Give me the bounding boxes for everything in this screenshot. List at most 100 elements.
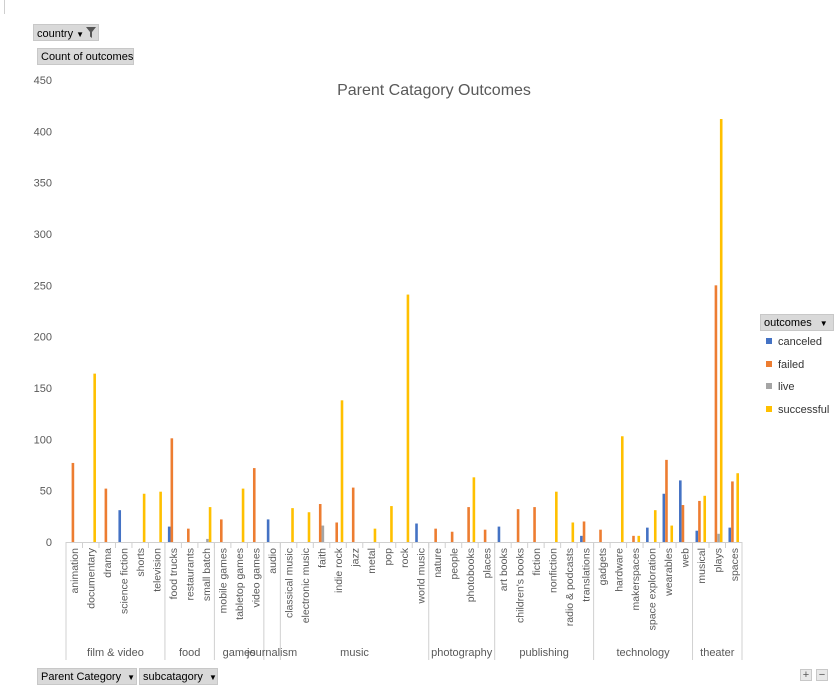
legend-label: canceled [778, 336, 823, 348]
bar-canceled [662, 493, 666, 542]
legend-item-live: live [766, 380, 795, 394]
bar-failed [698, 500, 701, 542]
x-tick-label: science fiction [119, 548, 131, 614]
y-tick-label: 200 [34, 332, 52, 344]
expand-field-button[interactable]: + [800, 669, 812, 681]
bar-failed [450, 531, 454, 542]
legend-label: successful [778, 403, 830, 416]
plus-icon: + [802, 669, 810, 681]
bar-canceled [728, 527, 732, 542]
x-tick-label: indie rock [333, 547, 345, 593]
bar-successful [307, 512, 311, 542]
bar-successful [555, 491, 558, 542]
country-filter-button[interactable]: country ▼ [33, 24, 99, 41]
x-tick-label: mobile games [218, 548, 230, 613]
filter-funnel-icon [86, 27, 96, 42]
x-tick-label: space exploration [646, 548, 658, 630]
bar-failed [599, 529, 602, 542]
y-tick-label: 300 [34, 229, 52, 241]
value-field-button[interactable]: Count of outcomes [37, 48, 134, 65]
subcategory-button[interactable]: subcatagory ▼ [139, 668, 218, 685]
x-tick-label: classical music [284, 548, 296, 618]
bar-successful [390, 506, 393, 542]
legend-label: failed [778, 358, 805, 371]
x-tick-label: electronic music [300, 548, 312, 623]
group-label: photography [431, 647, 493, 659]
legend-label: live [778, 381, 795, 393]
bar-failed [220, 519, 223, 542]
legend-item-failed: failed [766, 358, 804, 372]
x-tick-label: children's books [514, 548, 526, 623]
bar-canceled [497, 526, 501, 542]
x-tick-label: restaurants [185, 548, 197, 601]
group-label: theater [700, 647, 735, 659]
x-tick-label: metal [366, 548, 378, 574]
legend-swatch [766, 338, 772, 345]
bar-live [321, 525, 325, 542]
bar-live [206, 538, 209, 542]
bar-failed [252, 468, 256, 542]
bar-failed [533, 507, 536, 542]
x-tick-label: food trucks [168, 548, 180, 599]
x-axis: animation documentary drama science fiction… [65, 542, 743, 660]
legend-swatch [766, 360, 772, 367]
legend-swatch [766, 405, 772, 412]
legend-item-canceled: canceled [766, 335, 822, 349]
bar-successful [406, 294, 410, 542]
bar-live [717, 533, 720, 542]
bar-successful [736, 473, 739, 542]
x-tick-label: world music [415, 548, 427, 604]
y-tick-label: 50 [40, 486, 52, 498]
bar-successful [208, 507, 212, 542]
chevron-down-icon: ▼ [76, 30, 84, 39]
x-tick-label: fiction [531, 548, 543, 576]
bar-failed [582, 521, 586, 542]
y-tick-label: 400 [34, 126, 52, 138]
bar-successful [340, 400, 344, 542]
bar-failed [71, 462, 75, 542]
bar-successful [159, 491, 162, 542]
bar-failed [483, 529, 487, 542]
x-tick-label: rock [399, 547, 411, 568]
parent-category-button[interactable]: Parent Category ▼ [37, 668, 137, 685]
outcomes-legend-label: outcomes [764, 317, 812, 329]
chevron-down-icon: ▼ [208, 673, 217, 682]
x-tick-label: places [481, 548, 493, 578]
x-tick-label: makerspaces [630, 548, 642, 610]
y-tick-label: 450 [34, 75, 52, 87]
chart-title: Parent Catagory Outcomes [337, 82, 531, 99]
x-tick-label: faith [317, 548, 329, 568]
x-tick-label: shorts [135, 548, 147, 577]
x-tick-label: spaces [729, 548, 741, 581]
x-tick-label: plays [712, 548, 724, 573]
collapse-field-button[interactable]: − [816, 669, 828, 681]
x-tick-label: small batch [201, 548, 213, 601]
x-tick-label: nonfiction [547, 548, 559, 593]
bar-successful [373, 528, 377, 542]
bar-canceled [266, 519, 270, 542]
left-edge-rule [4, 0, 5, 14]
y-tick-label: 350 [34, 178, 52, 190]
group-label: technology [616, 647, 670, 659]
chevron-down-icon: ▼ [819, 319, 828, 328]
bar-successful [241, 488, 245, 542]
x-tick-label: pop [383, 548, 395, 566]
bar-canceled [415, 523, 418, 542]
bar-canceled [679, 480, 682, 542]
bar-failed [351, 487, 355, 542]
bar-failed [434, 528, 437, 542]
x-tick-label: radio & podcasts [564, 548, 576, 626]
bar-successful [620, 436, 624, 542]
bar-failed [467, 507, 470, 542]
group-label: journalism [246, 647, 297, 659]
outcomes-legend-button[interactable]: outcomes ▼ [760, 314, 834, 331]
x-tick-label: nature [432, 548, 444, 578]
bar-successful [93, 373, 96, 542]
x-tick-label: documentary [86, 547, 98, 608]
parent-category-label: Parent Category [41, 671, 122, 683]
bar-canceled [646, 527, 649, 542]
minus-icon: − [818, 669, 826, 681]
bar-canceled [695, 530, 699, 542]
y-tick-label: 150 [34, 383, 52, 395]
